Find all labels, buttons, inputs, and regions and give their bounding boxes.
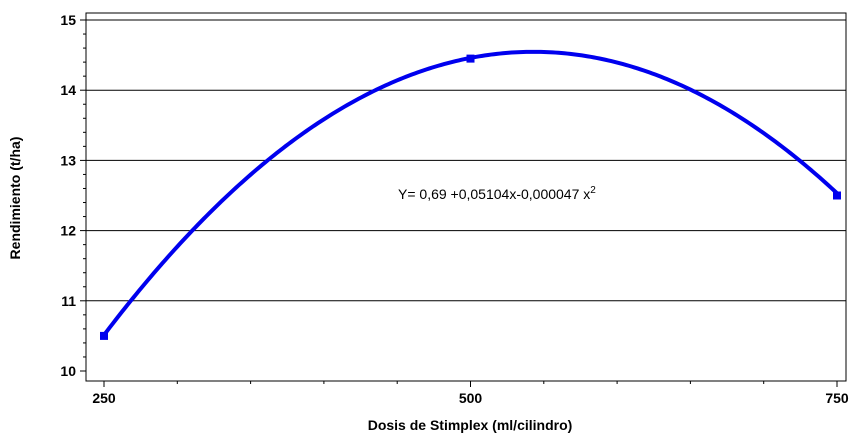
- y-tick-label: 14: [60, 82, 76, 98]
- plot-frame: [85, 12, 847, 382]
- y-tick-label: 11: [61, 293, 76, 309]
- data-point: [100, 331, 108, 340]
- gridlines: [86, 19, 846, 302]
- x-tick-label: 250: [92, 390, 116, 406]
- equation-text: Y= 0,69 +0,05104x-0,000047 x: [398, 186, 590, 202]
- y-tick-label: 15: [60, 12, 76, 28]
- equation-superscript: 2: [590, 185, 596, 196]
- data-markers: [100, 54, 841, 340]
- x-tick-label: 500: [459, 390, 483, 406]
- x-tick-label: 750: [825, 390, 849, 406]
- y-tick-label: 13: [60, 152, 76, 168]
- y-axis-title: Rendimiento (t/ha): [7, 137, 23, 260]
- y-tick-label: 10: [60, 363, 76, 379]
- data-point: [833, 191, 841, 200]
- equation-annotation: Y= 0,69 +0,05104x-0,000047 x2: [398, 185, 596, 202]
- x-axis-title: Dosis de Stimplex (ml/cilindro): [368, 417, 573, 433]
- data-point: [466, 54, 475, 63]
- axis-ticks: [80, 19, 838, 387]
- y-tick-label: 12: [60, 223, 76, 239]
